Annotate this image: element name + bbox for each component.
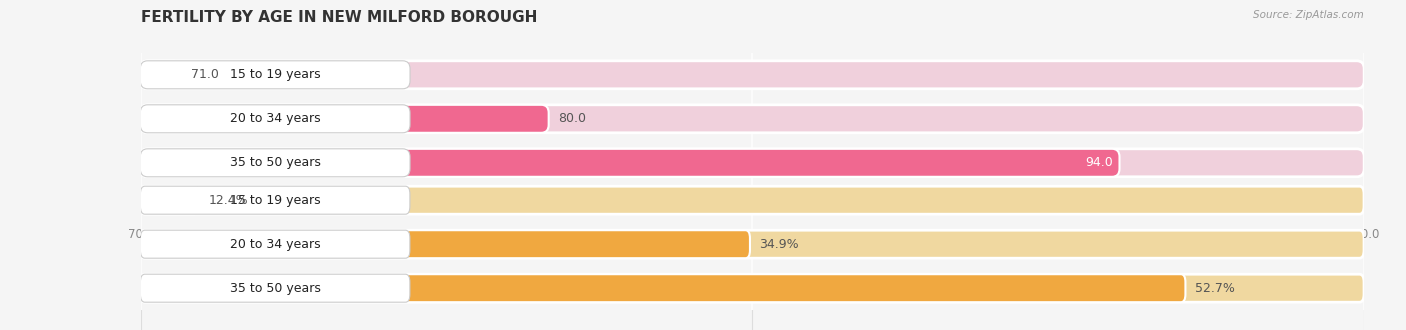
Text: 20 to 34 years: 20 to 34 years xyxy=(229,238,321,251)
Text: 94.0: 94.0 xyxy=(1085,156,1114,169)
FancyBboxPatch shape xyxy=(141,61,181,89)
FancyBboxPatch shape xyxy=(141,105,1364,133)
FancyBboxPatch shape xyxy=(141,186,411,214)
FancyBboxPatch shape xyxy=(141,186,1364,214)
FancyBboxPatch shape xyxy=(141,230,1364,258)
Text: 12.4%: 12.4% xyxy=(209,194,249,207)
Text: 35 to 50 years: 35 to 50 years xyxy=(229,282,321,295)
Text: 35 to 50 years: 35 to 50 years xyxy=(229,156,321,169)
Text: 71.0: 71.0 xyxy=(191,68,219,81)
FancyBboxPatch shape xyxy=(141,230,411,258)
FancyBboxPatch shape xyxy=(141,230,749,258)
FancyBboxPatch shape xyxy=(141,149,411,177)
FancyBboxPatch shape xyxy=(141,149,1119,177)
Text: 20 to 34 years: 20 to 34 years xyxy=(229,112,321,125)
FancyBboxPatch shape xyxy=(141,105,548,133)
FancyBboxPatch shape xyxy=(141,61,411,89)
FancyBboxPatch shape xyxy=(141,149,1364,177)
Text: Source: ZipAtlas.com: Source: ZipAtlas.com xyxy=(1253,10,1364,20)
FancyBboxPatch shape xyxy=(141,186,200,214)
FancyBboxPatch shape xyxy=(141,105,411,133)
Text: 15 to 19 years: 15 to 19 years xyxy=(229,194,321,207)
Text: 15 to 19 years: 15 to 19 years xyxy=(229,68,321,81)
Text: 52.7%: 52.7% xyxy=(1195,282,1234,295)
Text: FERTILITY BY AGE IN NEW MILFORD BOROUGH: FERTILITY BY AGE IN NEW MILFORD BOROUGH xyxy=(141,10,537,25)
FancyBboxPatch shape xyxy=(141,274,1185,302)
Text: 80.0: 80.0 xyxy=(558,112,586,125)
FancyBboxPatch shape xyxy=(141,61,1364,89)
FancyBboxPatch shape xyxy=(141,274,411,302)
Text: 34.9%: 34.9% xyxy=(759,238,799,251)
FancyBboxPatch shape xyxy=(141,274,1364,302)
